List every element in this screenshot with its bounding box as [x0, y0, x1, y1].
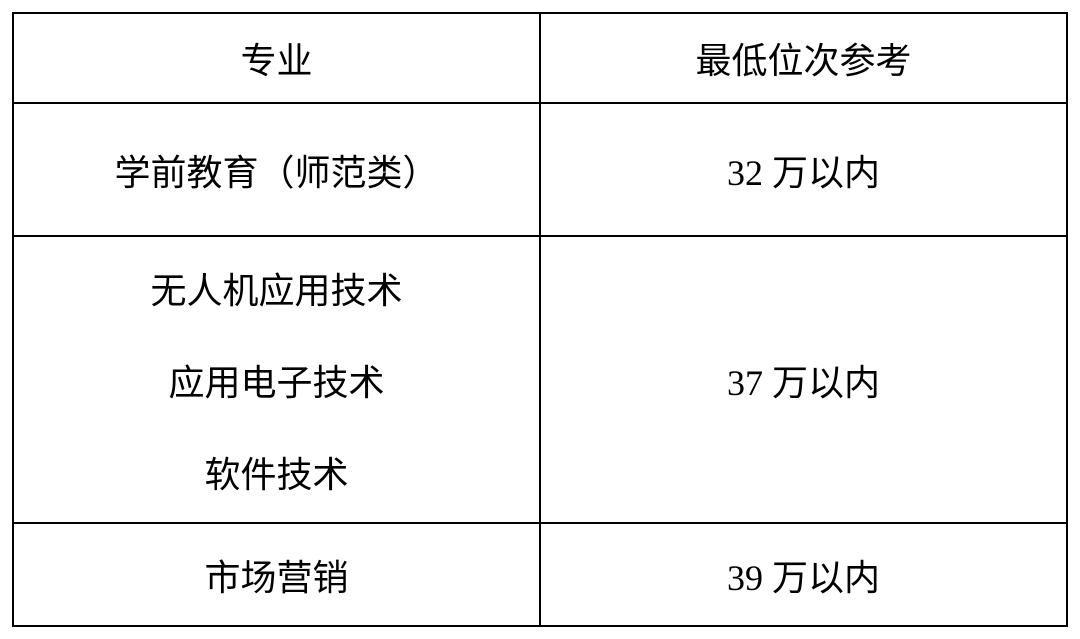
table-row: 市场营销 39 万以内	[13, 523, 1067, 626]
major-text: 应用电子技术	[168, 354, 384, 406]
table-row: 学前教育（师范类） 32 万以内	[13, 103, 1067, 236]
cell-rank: 39 万以内	[540, 523, 1067, 626]
admission-table: 专业 最低位次参考 学前教育（师范类） 32 万以内 无人机应用技术 应用电子技…	[12, 12, 1068, 627]
major-text: 软件技术	[204, 446, 348, 498]
cell-major: 无人机应用技术 应用电子技术 软件技术	[13, 236, 540, 523]
cell-rank: 32 万以内	[540, 103, 1067, 236]
cell-rank: 37 万以内	[540, 236, 1067, 523]
cell-major: 市场营销	[13, 523, 540, 626]
major-text: 市场营销	[204, 558, 348, 598]
major-multi-line: 无人机应用技术 应用电子技术 软件技术	[14, 237, 539, 522]
cell-major: 学前教育（师范类）	[13, 103, 540, 236]
major-text: 无人机应用技术	[150, 262, 402, 314]
column-header-major: 专业	[13, 13, 540, 103]
admission-table-container: 专业 最低位次参考 学前教育（师范类） 32 万以内 无人机应用技术 应用电子技…	[12, 12, 1068, 627]
table-header-row: 专业 最低位次参考	[13, 13, 1067, 103]
major-text: 学前教育（师范类）	[114, 153, 438, 193]
column-header-rank: 最低位次参考	[540, 13, 1067, 103]
table-row: 无人机应用技术 应用电子技术 软件技术 37 万以内	[13, 236, 1067, 523]
